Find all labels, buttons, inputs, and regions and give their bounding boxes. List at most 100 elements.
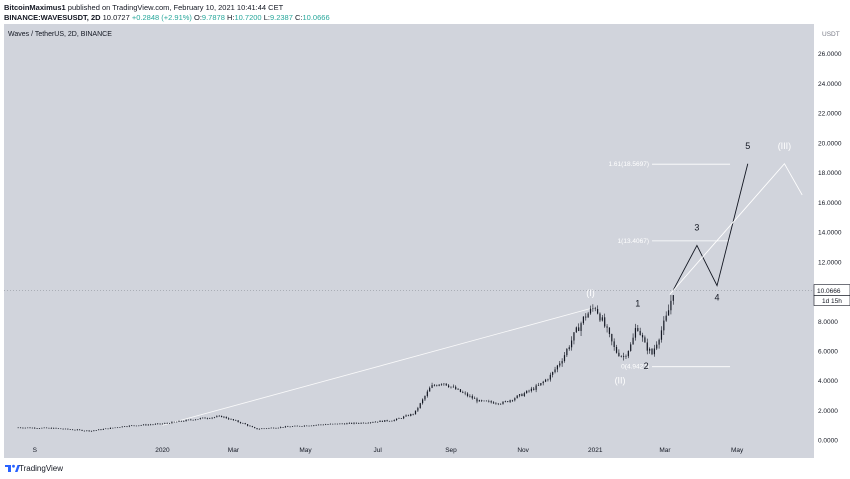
x-tick-label: 2020 (155, 447, 170, 454)
candle-body (289, 426, 291, 428)
candle-body (395, 418, 398, 421)
candle-body (348, 422, 350, 424)
x-tick-label: Sep (445, 447, 457, 454)
price-chart[interactable]: Waves / TetherUS, 2D, BINANCE USDT 26.00… (0, 24, 850, 458)
brand-name: TradingView (19, 464, 64, 473)
candle-body (462, 392, 464, 393)
x-tick-label: May (731, 447, 744, 454)
candle-body (367, 422, 369, 424)
candle-body (379, 420, 381, 422)
candle-body (76, 429, 78, 431)
candle-body (407, 415, 410, 416)
candle-body (150, 424, 152, 426)
candle-body (173, 421, 175, 423)
candle-body (634, 328, 637, 338)
candle-body (542, 381, 544, 384)
author-link[interactable]: BitcoinMaximus1 (4, 3, 66, 12)
candle-body (135, 425, 138, 427)
candle-body (632, 337, 634, 345)
y-tick-label: 0.0000 (818, 438, 838, 445)
candle-body (244, 423, 246, 425)
legend-title: Waves / TetherUS, 2D, BINANCE (8, 31, 112, 38)
candle-body (559, 363, 561, 366)
candle-body (490, 401, 492, 403)
candle-body (303, 425, 305, 427)
candle-body (57, 428, 59, 429)
candle-body (67, 428, 69, 430)
candle-body (660, 330, 663, 340)
wave-projection-path (672, 163, 749, 291)
candle-body (459, 389, 462, 393)
candle-body (670, 300, 672, 311)
candle-body (630, 344, 632, 351)
candle-body (500, 403, 502, 405)
candle-body (291, 426, 294, 427)
candle-body (523, 393, 525, 397)
candle-body (481, 400, 483, 401)
candle-body (509, 400, 511, 402)
candle-body (280, 427, 282, 428)
candle-body (105, 428, 107, 430)
close-value: 10.0666 (302, 13, 330, 22)
fib-level-label: 1(13.4067) (618, 238, 649, 245)
candle-body (568, 347, 570, 350)
candle-body (327, 424, 329, 425)
candle-body (440, 384, 443, 385)
candle-body (93, 430, 95, 432)
candle-body (43, 427, 45, 429)
candle-body (194, 419, 197, 421)
candle-body (391, 420, 393, 422)
candle-body (360, 422, 362, 424)
candle-body (497, 403, 499, 405)
candle-body (561, 361, 563, 364)
secondary-projection-path (669, 162, 803, 295)
candle-body (246, 424, 249, 426)
y-tick-label: 14.0000 (818, 230, 842, 237)
candle-body (575, 327, 577, 333)
candle-body (19, 427, 22, 429)
candle-body (296, 425, 298, 427)
candle-body (369, 422, 372, 424)
candle-body (514, 398, 516, 401)
candle-body (230, 419, 232, 420)
candle-body (518, 394, 521, 396)
candle-body (159, 423, 161, 425)
tradingview-logo-icon (5, 464, 20, 472)
candle-body (268, 428, 270, 429)
candle-body (24, 427, 26, 429)
candle-body (69, 429, 71, 430)
candle-body (71, 429, 74, 431)
candle-body (343, 423, 346, 425)
candle-body (209, 418, 211, 419)
candle-body (299, 425, 301, 427)
candle-body (507, 401, 509, 402)
candle-body (597, 308, 599, 314)
candle-body (405, 415, 407, 417)
candle-body (431, 385, 433, 388)
candle-body (384, 420, 386, 422)
wave-label: (II) (615, 376, 626, 386)
candle-body (192, 419, 194, 421)
candle-body (235, 420, 237, 421)
candle-body (223, 416, 225, 418)
candle-body (206, 418, 208, 419)
candle-body (294, 425, 296, 427)
candle-body (341, 423, 343, 425)
candle-body (197, 419, 199, 420)
candle-body (641, 335, 644, 338)
trend-line (162, 307, 593, 426)
candle-body (145, 424, 147, 426)
candle-body (511, 400, 514, 401)
candle-body (417, 408, 419, 411)
candle-body (495, 403, 497, 405)
candle-body (521, 394, 523, 397)
candle-body (615, 347, 618, 353)
candle-body (372, 422, 374, 423)
candle-body (672, 295, 674, 301)
wave-labels: (I) (II) 1 2 3 4 5 (III) (586, 141, 791, 386)
price-axis[interactable] (814, 24, 850, 458)
candle-body (483, 400, 485, 402)
candle-body (83, 430, 86, 432)
candle-body (336, 423, 339, 425)
candle-body (573, 332, 575, 341)
